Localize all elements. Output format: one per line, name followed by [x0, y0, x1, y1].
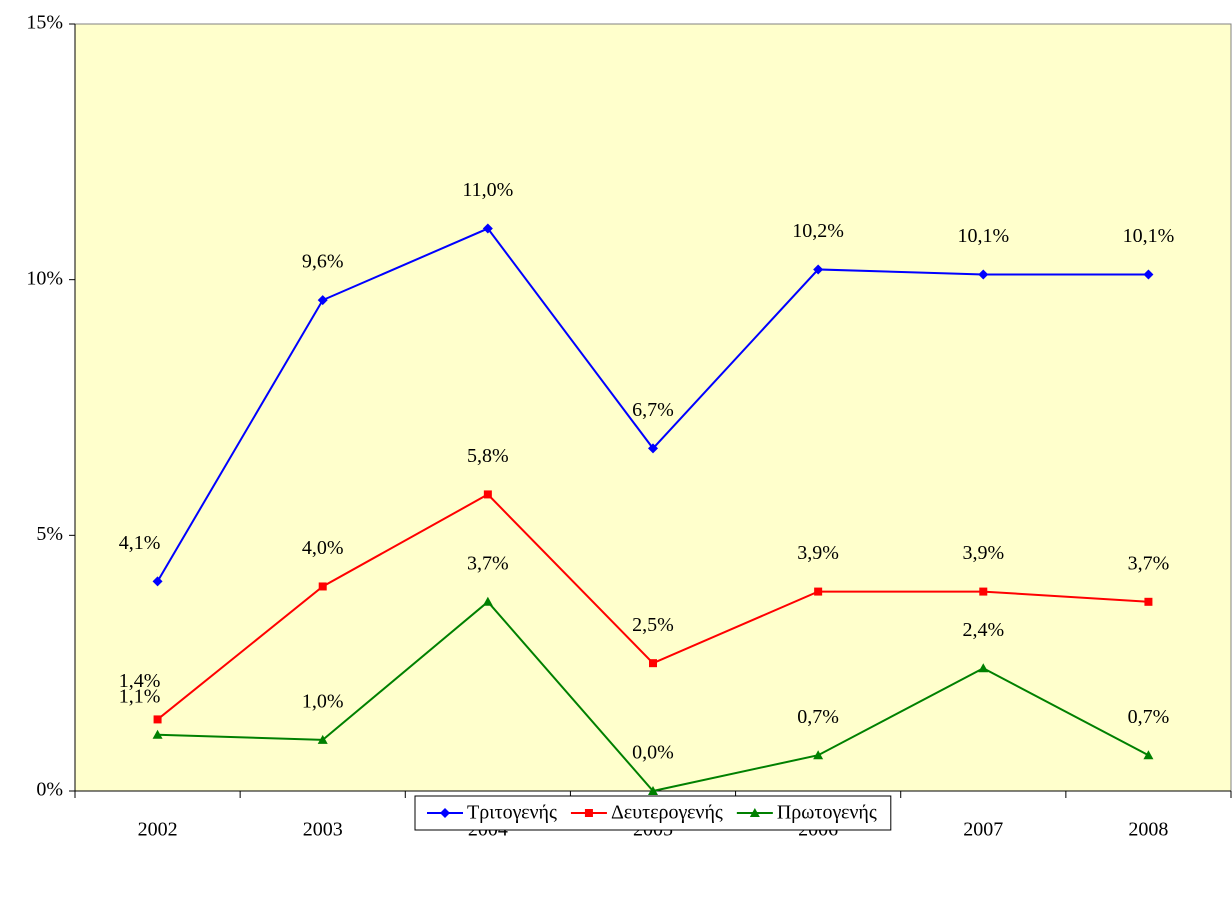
data-label: 0,7% [1128, 706, 1170, 728]
data-label: 3,7% [1128, 552, 1170, 574]
marker [1143, 750, 1154, 760]
legend-label: Πρωτογενής [777, 802, 877, 824]
marker [482, 223, 493, 234]
legend: Τριτογενής Δευτερογενής Πρωτογενής [414, 795, 892, 831]
marker [813, 750, 824, 760]
marker [979, 587, 988, 596]
marker [978, 663, 989, 673]
x-tick-label: 2002 [138, 819, 178, 841]
marker [814, 587, 823, 596]
marker [317, 295, 328, 306]
x-tick-label: 2003 [303, 819, 343, 841]
y-tick-label: 5% [36, 523, 63, 545]
data-label: 11,0% [462, 179, 513, 201]
marker [317, 734, 328, 744]
legend-marker [440, 808, 450, 818]
data-label: 9,6% [302, 251, 344, 273]
legend-marker [584, 809, 593, 817]
y-tick-label: 0% [36, 779, 63, 801]
legend-marker [584, 809, 593, 817]
marker [482, 596, 493, 606]
x-tick-label: 2008 [1128, 819, 1168, 841]
marker [153, 715, 162, 724]
legend-label: Τριτογενής [467, 802, 557, 824]
y-tick-label: 15% [26, 12, 63, 34]
legend-box [414, 795, 892, 831]
y-tick-label: 10% [26, 267, 63, 289]
data-label: 3,7% [467, 552, 509, 574]
data-label: 2,5% [632, 614, 674, 636]
data-label: 1,4% [119, 670, 161, 692]
marker [1144, 597, 1153, 606]
marker [318, 582, 327, 591]
marker [978, 269, 989, 280]
marker [648, 786, 658, 795]
data-label: 4,0% [302, 537, 344, 559]
data-label: 1,0% [302, 690, 344, 712]
marker [152, 576, 163, 587]
marker [648, 443, 658, 454]
legend-marker [749, 808, 760, 817]
data-label: 1,1% [119, 685, 161, 707]
legend-marker [749, 808, 760, 817]
data-label: 10,1% [957, 225, 1009, 247]
data-label: 10,1% [1123, 225, 1175, 247]
x-tick-label: 2007 [963, 819, 1003, 841]
marker [483, 490, 492, 499]
data-label: 3,9% [797, 542, 839, 564]
data-label: 10,2% [792, 220, 844, 242]
data-label: 3,9% [962, 542, 1004, 564]
data-label: 4,1% [119, 532, 161, 554]
data-label: 0,7% [797, 706, 839, 728]
marker [152, 729, 163, 739]
marker [813, 264, 824, 275]
legend-marker [440, 808, 450, 818]
data-label: 6,7% [632, 399, 674, 421]
data-label: 5,8% [467, 445, 509, 467]
marker [649, 659, 657, 668]
data-label: 0,0% [632, 742, 674, 764]
data-label: 2,4% [962, 619, 1004, 641]
legend-label: Δευτερογενής [611, 802, 723, 824]
marker [1143, 269, 1154, 280]
